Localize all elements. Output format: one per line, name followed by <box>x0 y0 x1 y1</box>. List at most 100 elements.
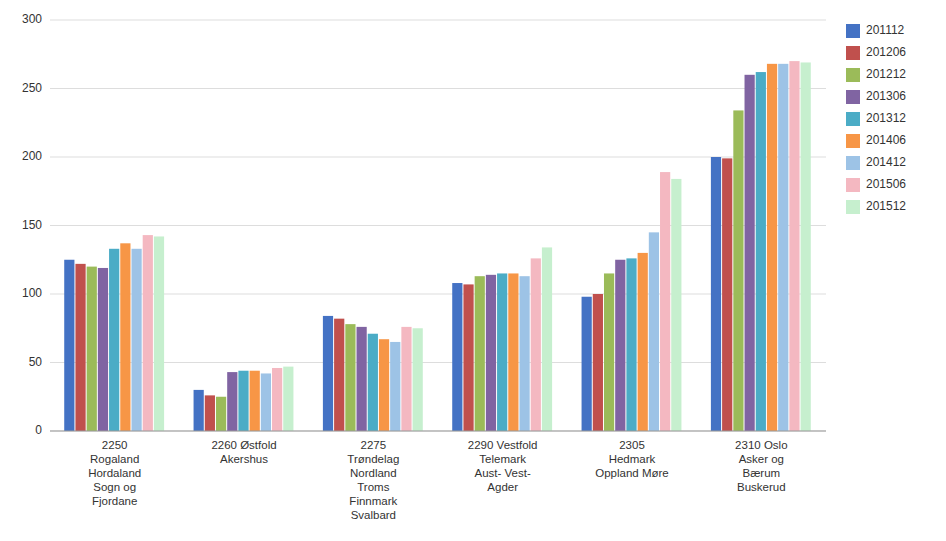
bar <box>604 273 614 431</box>
bar <box>379 339 389 431</box>
bar <box>87 267 97 431</box>
bar <box>582 297 592 431</box>
bar <box>357 327 367 431</box>
x-tick-label: 2250RogalandHordalandSogn ogFjordane <box>88 439 141 507</box>
bar <box>261 373 271 431</box>
bar <box>789 61 799 431</box>
bar <box>801 62 811 431</box>
bar <box>345 324 355 431</box>
bar <box>109 249 119 431</box>
bars <box>64 61 811 431</box>
bar <box>497 273 507 431</box>
x-tick-label: 2305HedmarkOppland Møre <box>595 439 669 479</box>
grid-line <box>50 157 826 158</box>
legend-swatch <box>846 112 860 126</box>
y-axis: 050100150200250300 <box>22 12 42 437</box>
legend-label: 201312 <box>866 111 906 125</box>
bar-series <box>120 64 777 431</box>
chart-container: 0501001502002503002250RogalandHordalandS… <box>0 0 946 541</box>
bar <box>615 260 625 431</box>
y-tick-label: 300 <box>22 12 42 26</box>
bar <box>205 395 215 431</box>
bar <box>542 247 552 431</box>
legend-swatch <box>846 90 860 104</box>
bar <box>227 372 237 431</box>
legend-label: 201512 <box>866 199 906 213</box>
bar <box>334 319 344 431</box>
grid-line <box>50 362 826 363</box>
bar <box>626 258 636 431</box>
legend-swatch <box>846 156 860 170</box>
bar <box>778 64 788 431</box>
bar <box>671 179 681 431</box>
legend-swatch <box>846 24 860 38</box>
y-tick-label: 50 <box>29 355 43 369</box>
bar <box>272 368 282 431</box>
x-axis: 2250RogalandHordalandSogn ogFjordane 2260… <box>88 439 787 521</box>
y-grid <box>50 20 826 431</box>
x-tick-label: 2260 ØstfoldAkershus <box>211 439 276 465</box>
bar-series <box>98 75 755 431</box>
y-tick-label: 200 <box>22 149 42 163</box>
bar-series <box>109 72 766 431</box>
legend-label: 201206 <box>866 45 906 59</box>
legend-swatch <box>846 68 860 82</box>
bar <box>452 283 462 431</box>
bar <box>486 275 496 431</box>
bar <box>531 258 541 431</box>
x-tick-label: 2275TrøndelagNordlandTromsFinnmarkSvalba… <box>347 439 399 521</box>
bar <box>283 367 293 431</box>
legend-label: 201212 <box>866 67 906 81</box>
x-tick-label: 2310 OsloAsker ogBærumBuskerud <box>735 439 787 493</box>
bar <box>660 172 670 431</box>
grid-line <box>50 294 826 295</box>
legend-swatch <box>846 200 860 214</box>
bar <box>238 371 248 431</box>
bar <box>401 327 411 431</box>
legend-label: 201112 <box>866 23 905 37</box>
bar <box>131 249 141 431</box>
bar <box>475 276 485 431</box>
legend-label: 201406 <box>866 133 906 147</box>
legend-swatch <box>846 178 860 192</box>
legend-label: 201506 <box>866 177 906 191</box>
bar <box>413 328 423 431</box>
bar <box>711 157 721 431</box>
bar-series <box>154 62 811 431</box>
chart-svg: 0501001502002503002250RogalandHordalandS… <box>0 0 946 541</box>
bar <box>733 110 743 431</box>
legend-swatch <box>846 134 860 148</box>
bar <box>593 294 603 431</box>
bar-series <box>64 157 721 431</box>
legend-label: 201306 <box>866 89 906 103</box>
bar <box>767 64 777 431</box>
bar-series <box>75 158 732 431</box>
bar <box>390 342 400 431</box>
bar <box>745 75 755 431</box>
y-tick-label: 0 <box>35 423 42 437</box>
grid-line <box>50 431 826 432</box>
y-tick-label: 100 <box>22 286 42 300</box>
legend-label: 201412 <box>866 155 906 169</box>
bar <box>120 243 130 431</box>
bar <box>368 334 378 431</box>
bar <box>154 236 164 431</box>
bar <box>75 264 85 431</box>
bar <box>756 72 766 431</box>
bar <box>519 276 529 431</box>
legend: 201112 201206 201212 201306 201312 201406 2014… <box>846 23 906 214</box>
bar <box>508 273 518 431</box>
bar <box>143 235 153 431</box>
bar <box>649 232 659 431</box>
bar <box>64 260 74 431</box>
grid-line <box>50 88 826 89</box>
grid-line <box>50 20 826 21</box>
x-tick-label: 2290 VestfoldTelemarkAust- Vest-Agder <box>468 439 538 493</box>
grid-line <box>50 225 826 226</box>
bar-series <box>87 110 744 431</box>
bar <box>98 268 108 431</box>
bar <box>194 390 204 431</box>
y-tick-label: 250 <box>22 81 42 95</box>
bar <box>216 397 226 431</box>
bar-series <box>131 64 788 431</box>
